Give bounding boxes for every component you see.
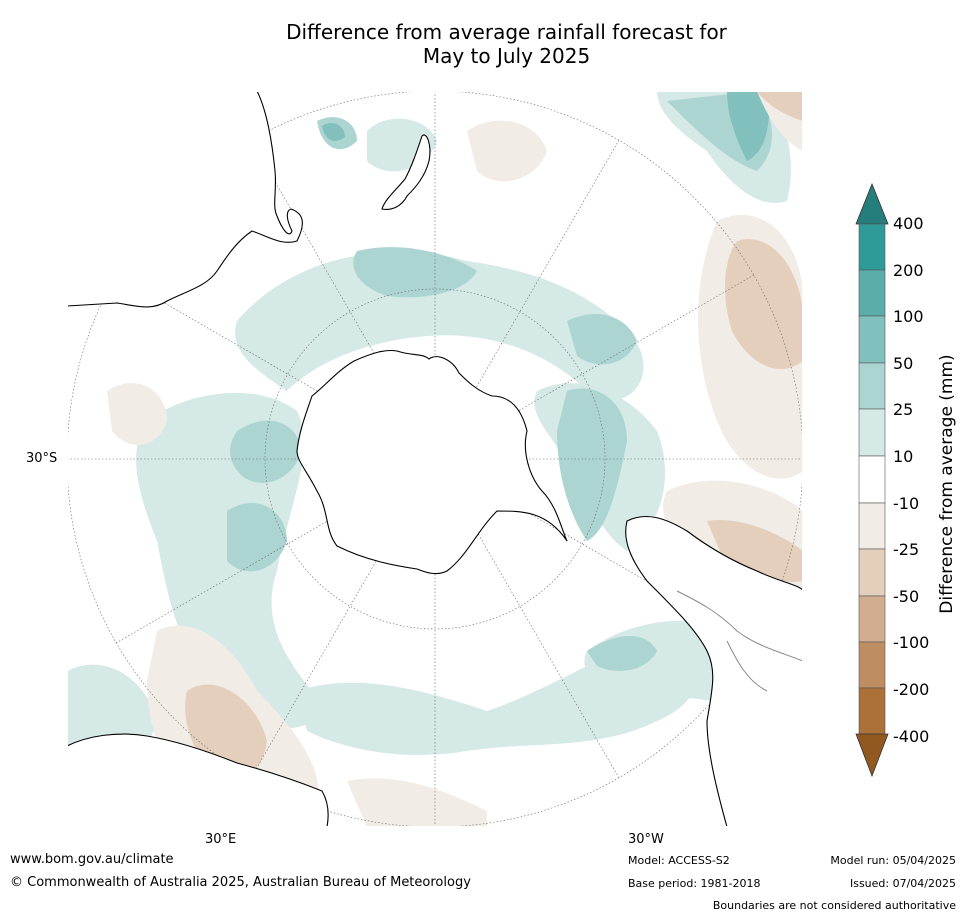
colorbar-segments	[858, 223, 886, 735]
footer-website: www.bom.gov.au/climate	[10, 852, 174, 867]
footer-issued: Issued: 07/04/2025	[849, 877, 956, 890]
colorbar-tick: -400	[893, 727, 930, 746]
australia-coast	[67, 91, 303, 308]
dry-anomaly-regions	[107, 91, 803, 827]
new-zealand-coast	[381, 134, 431, 210]
map-title: Difference from average rainfall forecas…	[0, 20, 965, 68]
colorbar-bottom-arrow	[855, 733, 889, 778]
antarctica-outline	[296, 349, 568, 575]
colorbar-tick: -10	[893, 494, 920, 513]
colorbar-tick: -100	[893, 633, 930, 652]
colorbar	[855, 182, 889, 778]
colorbar-tick: 400	[893, 214, 924, 233]
title-line-1: Difference from average rainfall forecas…	[286, 20, 727, 44]
footer-base-period: Base period: 1981-2018	[628, 877, 761, 890]
colorbar-tick: 50	[893, 354, 914, 373]
colorbar-tick: -50	[893, 587, 920, 606]
south-america-coast	[625, 515, 803, 827]
footer-model-run: Model run: 05/04/2025	[830, 854, 956, 867]
colorbar-title: Difference from average (mm)	[937, 354, 957, 614]
political-boundaries	[676, 590, 803, 692]
lon-label-30w: 30°W	[628, 832, 664, 847]
footer-copyright: © Commonwealth of Australia 2025, Austra…	[10, 875, 471, 890]
colorbar-tick: 200	[893, 261, 924, 280]
colorbar-tick: -25	[893, 540, 920, 559]
polar-map	[67, 91, 803, 827]
colorbar-tick: 10	[893, 447, 914, 466]
title-line-2: May to July 2025	[422, 44, 591, 68]
colorbar-tick: 100	[893, 307, 924, 326]
lon-label-30e: 30°E	[205, 832, 237, 847]
colorbar-tick: 25	[893, 400, 914, 419]
colorbar-tick: -200	[893, 680, 930, 699]
africa-coast	[67, 733, 329, 827]
coastlines	[67, 91, 803, 827]
colorbar-top-arrow	[855, 182, 889, 225]
footer-model: Model: ACCESS-S2	[628, 854, 730, 867]
lat-label-30s: 30°S	[26, 451, 58, 466]
footer-disclaimer: Boundaries are not considered authoritat…	[712, 899, 956, 912]
